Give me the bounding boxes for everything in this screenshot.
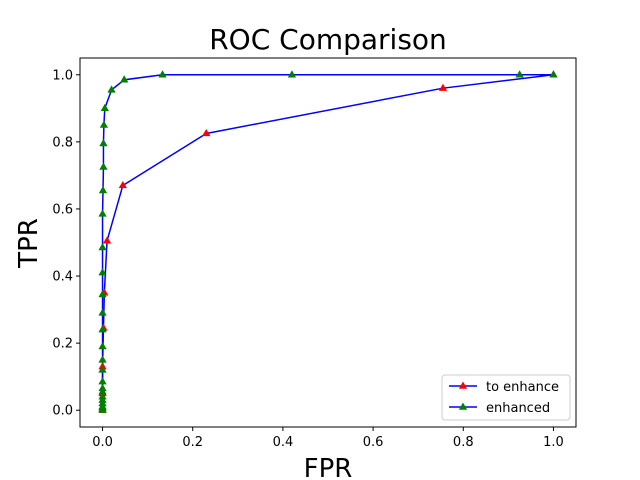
data-point-1 xyxy=(98,268,107,276)
x-axis: 0.0 0.2 0.4 0.6 0.8 1.0 xyxy=(92,427,564,450)
data-point-1 xyxy=(158,70,167,78)
legend-label-enhanced: enhanced xyxy=(486,401,550,416)
data-point-1 xyxy=(98,186,108,194)
data-point-1 xyxy=(99,139,108,147)
data-point-1 xyxy=(549,70,558,78)
data-point-1 xyxy=(98,325,107,333)
data-point-1 xyxy=(98,341,107,350)
data-point-0 xyxy=(118,180,127,189)
data-point-1 xyxy=(99,162,108,170)
chart-title: ROC Comparison xyxy=(209,23,447,56)
data-point-1 xyxy=(99,120,109,128)
data-point-1 xyxy=(98,289,107,298)
data-point-1 xyxy=(515,70,524,78)
legend-marker-to-enhance xyxy=(458,381,468,389)
legend: to enhance enhanced xyxy=(441,374,571,421)
y-tick-label: 1.0 xyxy=(52,68,73,83)
y-axis: 0.0 0.2 0.4 0.6 0.8 1.0 xyxy=(52,68,80,419)
y-tick-label: 0.4 xyxy=(52,270,73,285)
x-tick-label: 0.6 xyxy=(363,435,384,450)
legend-label-to-enhance: to enhance xyxy=(486,380,559,395)
data-point-1 xyxy=(98,383,107,392)
x-tick-label: 0.4 xyxy=(273,435,294,450)
x-tick-label: 0.0 xyxy=(92,435,113,450)
series-layer xyxy=(98,70,558,413)
x-tick-label: 0.2 xyxy=(182,435,203,450)
legend-marker-enhanced xyxy=(458,402,468,410)
x-tick-label: 0.8 xyxy=(453,435,474,450)
data-point-1 xyxy=(98,392,107,400)
data-point-1 xyxy=(98,209,107,217)
x-axis-label: FPR xyxy=(304,454,353,480)
data-point-1 xyxy=(107,85,116,93)
data-point-1 xyxy=(100,103,109,112)
y-tick-label: 0.8 xyxy=(52,135,73,150)
y-tick-label: 0.0 xyxy=(52,404,73,419)
y-axis-label: TPR xyxy=(14,218,44,269)
data-point-0 xyxy=(202,128,211,137)
data-point-0 xyxy=(438,83,448,91)
plot-area xyxy=(79,57,577,428)
data-point-1 xyxy=(98,365,107,373)
y-tick-label: 0.2 xyxy=(52,337,73,352)
y-tick-label: 0.6 xyxy=(52,202,73,217)
data-point-1 xyxy=(287,70,297,78)
data-point-1 xyxy=(98,243,107,251)
data-point-1 xyxy=(98,308,107,316)
x-tick-label: 1.0 xyxy=(543,435,564,450)
data-point-1 xyxy=(98,377,107,385)
data-point-1 xyxy=(98,355,107,363)
data-point-0 xyxy=(102,236,112,244)
data-point-1 xyxy=(120,75,129,83)
